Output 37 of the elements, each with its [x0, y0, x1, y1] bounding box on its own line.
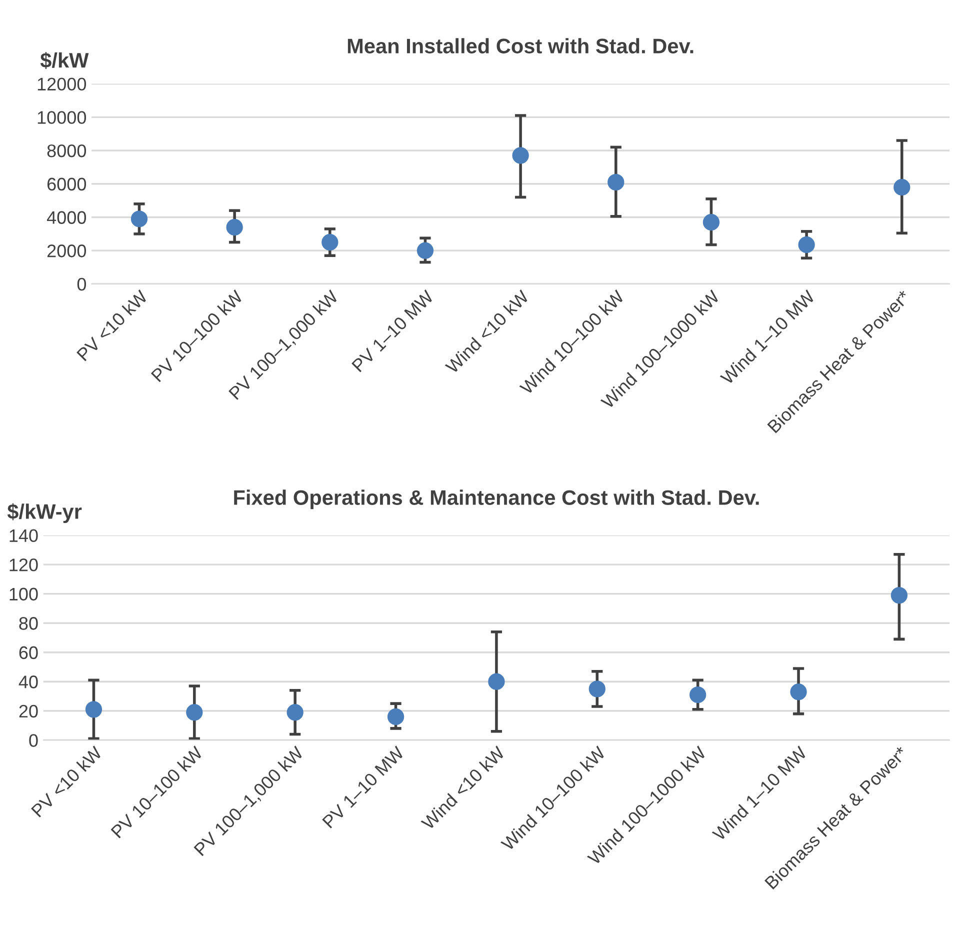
point [689, 686, 706, 704]
y-tick-label: 120 [10, 558, 38, 572]
point [890, 586, 908, 604]
point [130, 210, 148, 228]
point [387, 708, 404, 726]
y-tick-label: 80 [19, 617, 38, 630]
point [85, 701, 102, 718]
y-tick-label: 0 [29, 734, 38, 747]
y-tick-label: 8000 [47, 144, 86, 158]
y-tick-label: 40 [18, 676, 38, 688]
point [226, 218, 243, 236]
point [286, 704, 304, 721]
y-tick-label: 10000 [38, 111, 86, 124]
point [702, 214, 720, 231]
y-tick-label: 4000 [46, 211, 86, 224]
point [608, 174, 624, 191]
y-tick-label: 100 [10, 588, 38, 601]
y-tick-label: 12000 [38, 78, 86, 91]
point [416, 242, 434, 259]
chart-title: Mean Installed Cost with Stad. Dev. [348, 38, 694, 54]
point [322, 234, 338, 251]
y-tick-label: 20 [19, 704, 38, 718]
y-tick-label: 2000 [47, 244, 86, 258]
point [798, 236, 815, 254]
point [488, 673, 505, 690]
chart-title: Fixed Operations & Maintenance Cost with Stad. Dev. [234, 490, 759, 510]
point [894, 178, 910, 196]
point [186, 704, 203, 721]
y-axis-title: $/kW-yr [7, 503, 82, 524]
y-tick-label: 60 [19, 646, 38, 660]
y-tick-label: 140 [10, 529, 38, 542]
y-tick-label: 6000 [47, 178, 86, 191]
point [512, 147, 529, 164]
y-tick-label: 0 [77, 278, 86, 291]
point [790, 684, 807, 700]
point [588, 680, 606, 698]
y-axis-title: $/kW [40, 52, 89, 70]
